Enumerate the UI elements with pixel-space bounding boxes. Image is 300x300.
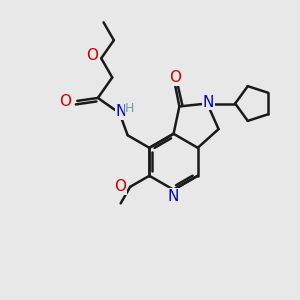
Text: O: O [169, 70, 181, 86]
Text: N: N [116, 104, 127, 119]
Text: N: N [168, 189, 179, 204]
Text: O: O [86, 48, 98, 63]
Text: H: H [125, 102, 135, 115]
Text: N: N [203, 94, 214, 110]
Text: O: O [59, 94, 71, 109]
Text: O: O [114, 179, 126, 194]
